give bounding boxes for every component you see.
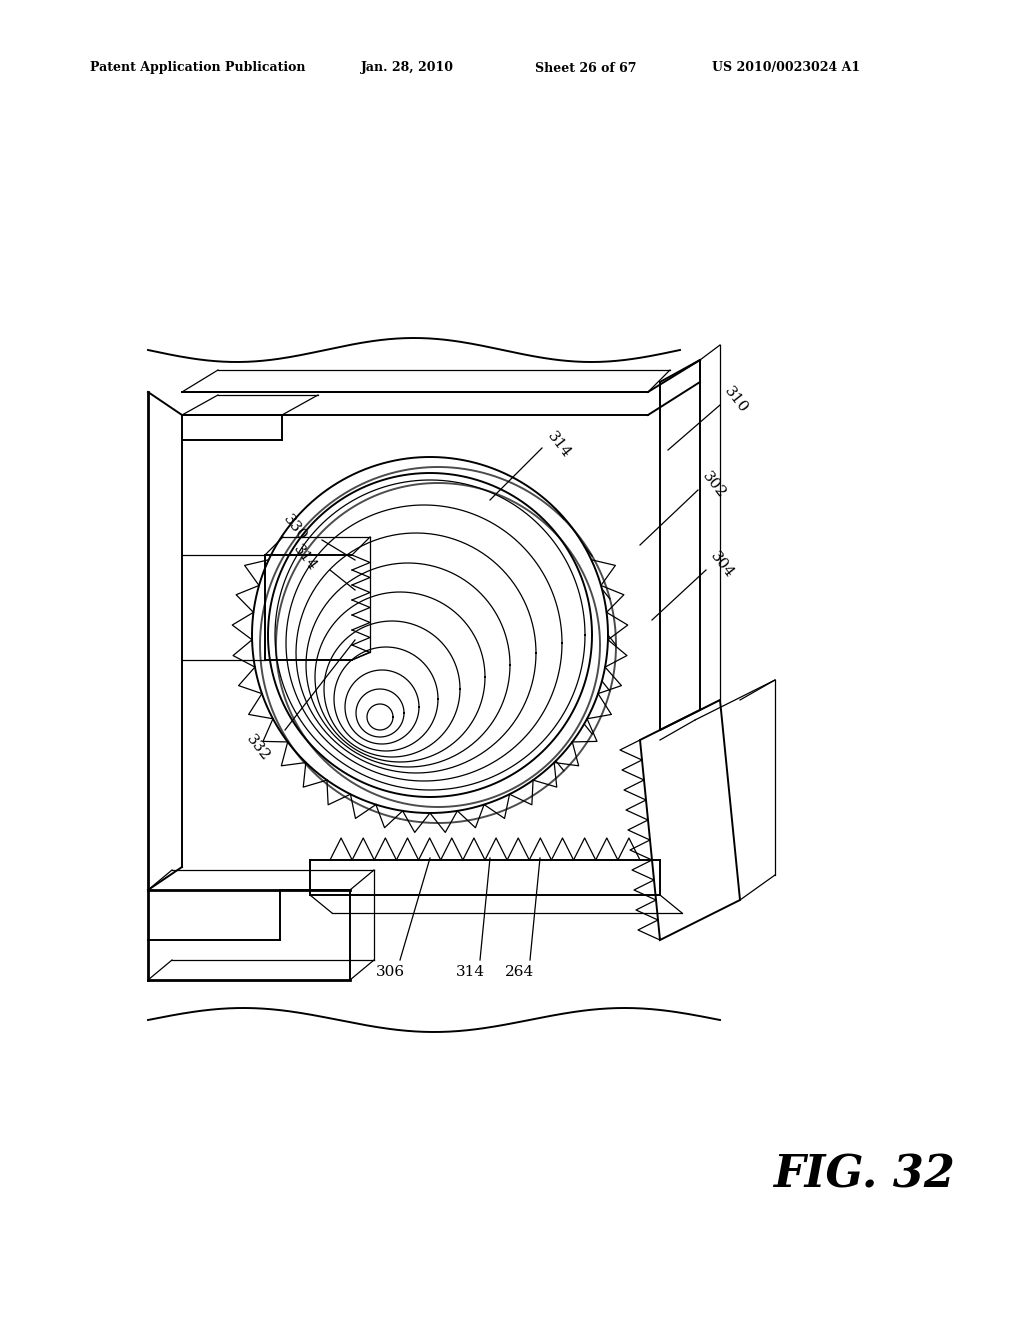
Text: Jan. 28, 2010: Jan. 28, 2010 [360,62,454,74]
Text: 314: 314 [456,965,484,979]
Text: 330: 330 [281,512,309,544]
Text: 314: 314 [291,543,319,574]
Text: Sheet 26 of 67: Sheet 26 of 67 [535,62,636,74]
Text: Patent Application Publication: Patent Application Publication [90,62,305,74]
Text: US 2010/0023024 A1: US 2010/0023024 A1 [712,62,860,74]
Text: 304: 304 [708,549,737,581]
Text: 302: 302 [700,469,729,500]
Text: 314: 314 [545,429,574,461]
Text: 332: 332 [244,733,272,764]
Text: 264: 264 [506,965,535,979]
Text: 306: 306 [376,965,404,979]
Text: FIG. 32: FIG. 32 [773,1154,955,1196]
Text: 310: 310 [722,384,751,416]
